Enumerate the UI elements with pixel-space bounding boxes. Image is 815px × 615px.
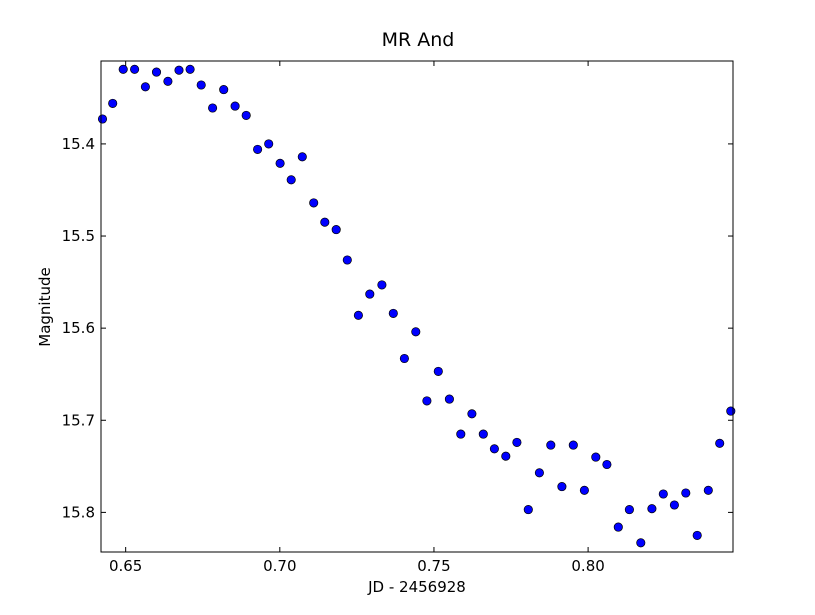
- data-point: [388, 308, 398, 318]
- data-point: [501, 451, 511, 461]
- data-point: [230, 101, 240, 111]
- data-point: [478, 429, 488, 439]
- data-point: [253, 144, 263, 154]
- data-point: [399, 353, 409, 364]
- data-point: [196, 80, 206, 90]
- data-point: [241, 110, 251, 120]
- data-point: [174, 65, 184, 75]
- data-point: [185, 64, 195, 74]
- data-point: [669, 500, 679, 510]
- data-point: [331, 225, 341, 235]
- data-point: [568, 440, 578, 450]
- data-point: [624, 505, 634, 515]
- data-point: [647, 504, 657, 514]
- data-point: [422, 396, 432, 406]
- data-point: [433, 366, 443, 376]
- chart-title: MR And: [382, 29, 455, 51]
- data-point: [264, 139, 274, 149]
- y-tick-label: 15.5: [62, 227, 95, 245]
- data-point: [591, 452, 601, 462]
- data-point: [726, 406, 736, 416]
- y-tick-label: 15.8: [62, 503, 95, 521]
- data-point: [523, 505, 533, 515]
- x-tick-label: 0.80: [571, 557, 604, 575]
- data-point: [703, 485, 713, 495]
- x-tick-label: 0.65: [109, 557, 142, 575]
- data-point: [208, 103, 218, 113]
- data-point: [692, 530, 702, 540]
- data-point: [377, 280, 387, 290]
- y-axis-label: Magnitude: [36, 267, 54, 346]
- data-point: [163, 76, 173, 86]
- data-point: [286, 175, 296, 185]
- data-point: [546, 440, 556, 450]
- data-point: [108, 98, 118, 108]
- data-point: [297, 152, 307, 162]
- data-point: [342, 255, 352, 265]
- data-point: [489, 444, 499, 454]
- data-point: [140, 82, 150, 92]
- data-point: [613, 522, 623, 532]
- data-point: [557, 482, 567, 492]
- data-point: [681, 488, 691, 498]
- data-point: [97, 114, 108, 124]
- data-point: [365, 289, 375, 299]
- y-tick-label: 15.4: [62, 135, 95, 153]
- data-point: [275, 158, 285, 168]
- data-point: [130, 64, 140, 74]
- data-point: [320, 217, 330, 227]
- data-point: [602, 459, 612, 470]
- data-point: [353, 310, 363, 320]
- data-point: [715, 438, 725, 448]
- x-axis-ticks: 0.65 0.70 0.75 0.80: [109, 61, 605, 575]
- data-point: [658, 489, 668, 499]
- y-tick-label: 15.6: [62, 319, 95, 337]
- data-point: [309, 198, 319, 208]
- y-tick-label: 15.7: [62, 411, 95, 429]
- x-tick-label: 0.75: [417, 557, 450, 575]
- data-point: [579, 485, 589, 495]
- data-point: [219, 85, 229, 95]
- data-point: [118, 64, 128, 74]
- data-point: [456, 429, 466, 439]
- data-point: [534, 468, 544, 478]
- data-point: [636, 538, 646, 548]
- y-axis-ticks: 15.4 15.5 15.6 15.7 15.8: [62, 135, 733, 521]
- data-point: [151, 67, 162, 77]
- data-point: [411, 327, 421, 337]
- x-tick-label: 0.70: [263, 557, 296, 575]
- plot-area-frame: [100, 60, 734, 553]
- data-points: [97, 64, 736, 548]
- data-point: [512, 437, 522, 447]
- data-point: [444, 394, 454, 404]
- x-axis-label: JD - 2456928: [367, 578, 466, 596]
- data-point: [467, 409, 477, 419]
